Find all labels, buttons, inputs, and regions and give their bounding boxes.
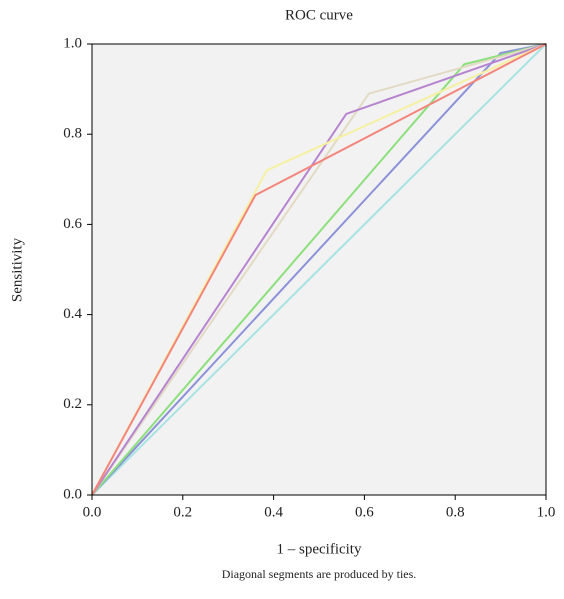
x-axis-label: 1 – specificity xyxy=(277,541,362,557)
y-tick-label: 0.0 xyxy=(63,486,82,502)
chart-title: ROC curve xyxy=(285,7,353,23)
y-tick-label: 0.6 xyxy=(63,216,82,232)
y-tick-label: 0.2 xyxy=(63,396,82,412)
roc-line xyxy=(91,43,547,496)
y-tick-label: 0.8 xyxy=(63,126,82,142)
roc-line xyxy=(91,43,547,496)
y-axis-label: Sensitivity xyxy=(9,237,25,302)
roc-line xyxy=(91,43,547,496)
y-tick-label: 0.4 xyxy=(63,306,82,322)
x-tick-label: 1.0 xyxy=(537,504,556,520)
y-tick-label: 1.0 xyxy=(63,35,82,51)
x-tick-label: 0.4 xyxy=(264,504,283,520)
x-tick-label: 0.0 xyxy=(83,504,102,520)
roc-line xyxy=(91,43,547,496)
x-tick-label: 0.8 xyxy=(446,504,465,520)
x-tick-label: 0.6 xyxy=(355,504,374,520)
note: Diagonal segments are produced by ties. xyxy=(222,567,417,581)
plot-border xyxy=(91,43,547,496)
x-tick-label: 0.2 xyxy=(173,504,192,520)
